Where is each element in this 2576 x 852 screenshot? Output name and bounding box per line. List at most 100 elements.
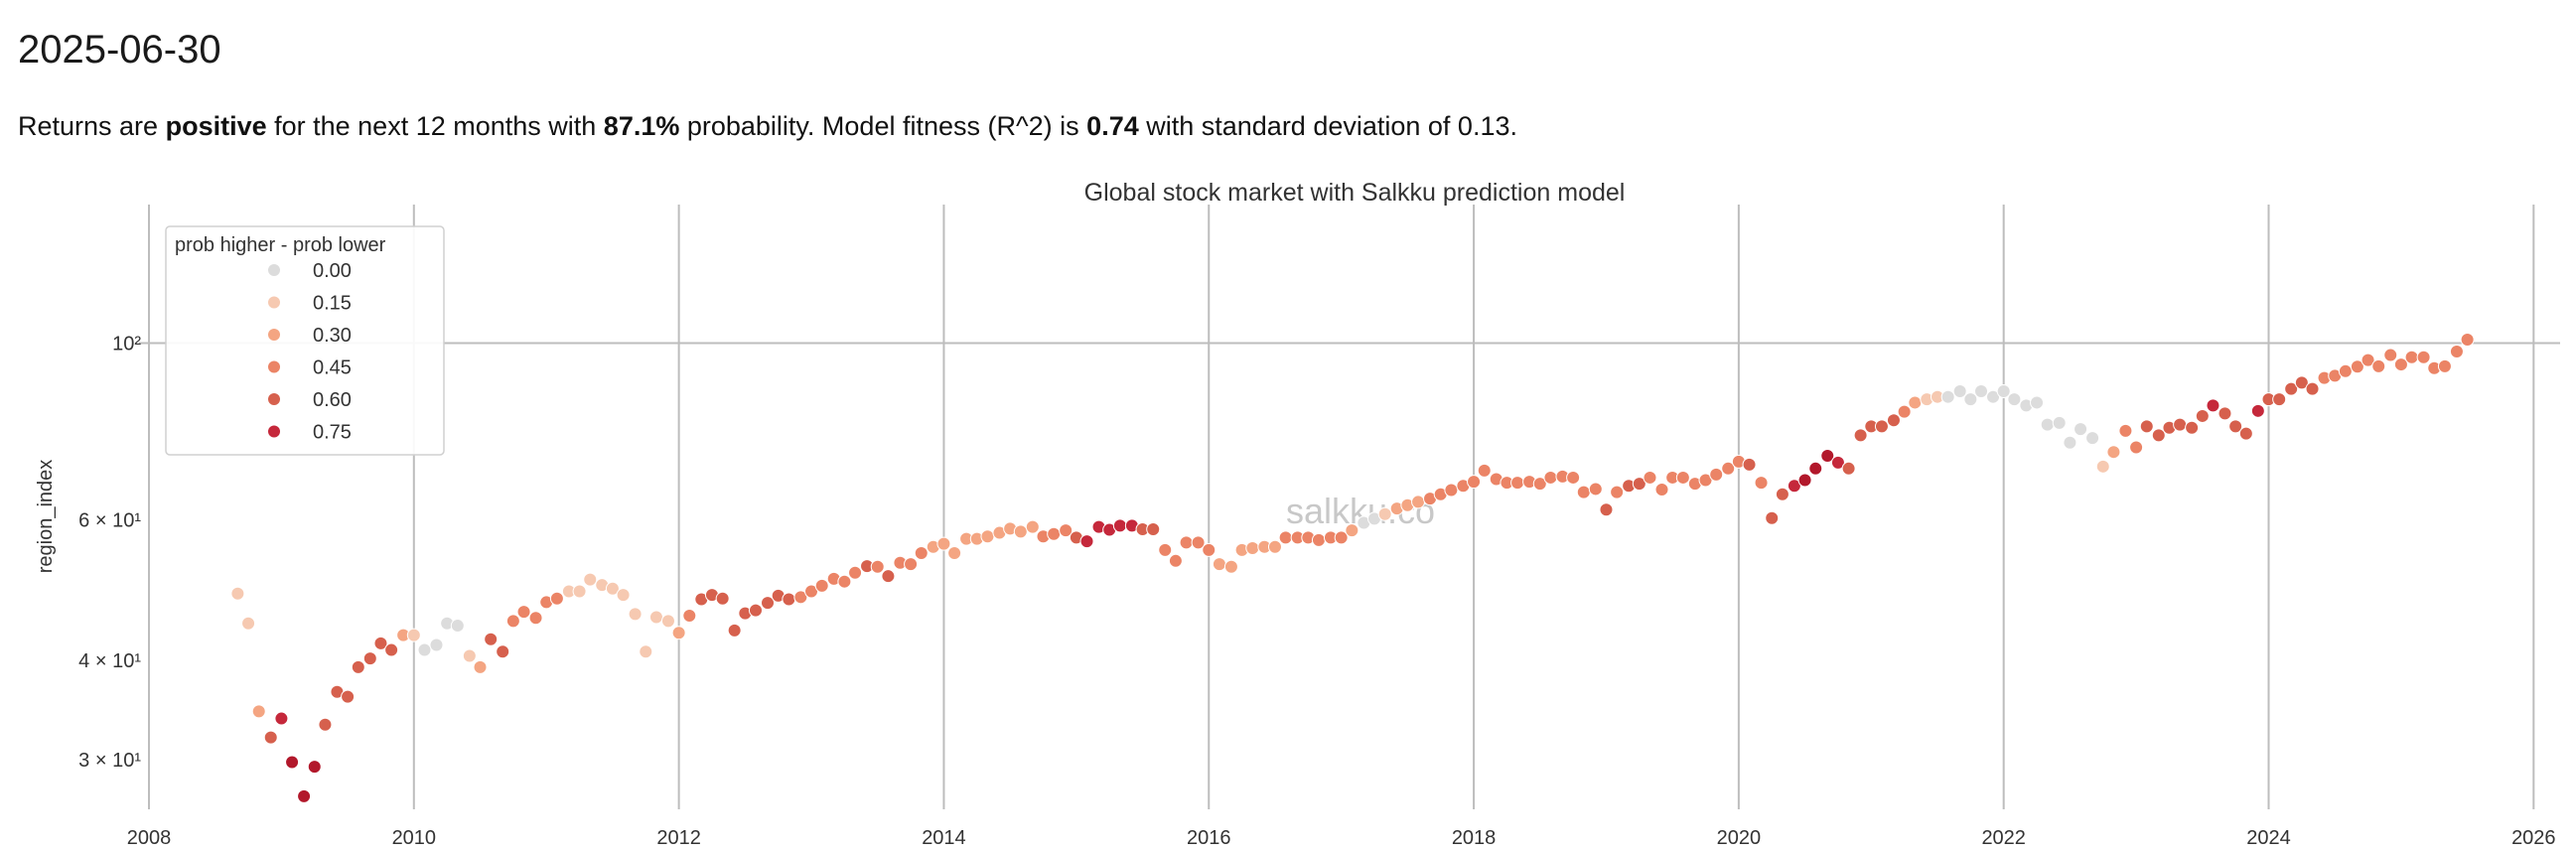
legend-label: 0.75 xyxy=(313,422,352,444)
data-point xyxy=(881,569,896,584)
data-point xyxy=(1543,470,1558,485)
data-point xyxy=(2030,395,2045,410)
data-point xyxy=(2118,423,2133,438)
data-point xyxy=(1212,557,1226,572)
legend-box xyxy=(165,225,445,456)
data-point xyxy=(2449,344,2464,358)
return-direction: positive xyxy=(165,111,267,141)
data-point xyxy=(782,592,796,607)
data-point xyxy=(373,636,388,650)
data-point xyxy=(1411,495,1426,509)
legend-marker xyxy=(268,329,280,341)
x-axis-ticks: 2008 2010 2012 2014 2016 2018 2020 2022 2024 2026 xyxy=(127,827,2556,849)
data-point xyxy=(406,628,421,642)
data-point xyxy=(1267,539,1282,554)
data-point xyxy=(2095,459,2110,474)
data-point xyxy=(2416,350,2431,364)
data-point xyxy=(1974,384,1989,399)
data-point xyxy=(2238,426,2253,441)
scatter-chart: salkku.co 2008 2010 2012 2014 2016 2018 2020 20… xyxy=(35,179,2560,849)
data-point xyxy=(341,689,356,704)
data-point xyxy=(1632,477,1646,492)
x-tick-label: 2018 xyxy=(1452,827,1497,849)
summary-text-1: Returns are xyxy=(18,111,166,141)
data-point xyxy=(660,614,675,629)
data-point xyxy=(1820,449,1835,464)
data-point xyxy=(1588,482,1603,497)
data-point xyxy=(914,546,929,561)
data-point xyxy=(1013,524,1028,539)
data-point xyxy=(2151,428,2166,443)
data-point xyxy=(2404,350,2419,364)
data-point xyxy=(251,704,266,719)
data-point xyxy=(1643,470,1657,485)
data-point xyxy=(1830,455,1845,470)
data-point xyxy=(429,638,444,652)
data-point xyxy=(1787,479,1801,494)
x-tick-label: 2020 xyxy=(1717,827,1762,849)
data-point xyxy=(351,659,365,674)
legend-label: 0.60 xyxy=(313,389,352,411)
data-point xyxy=(2206,398,2220,413)
data-point xyxy=(1808,461,1823,476)
data-point xyxy=(274,711,289,726)
legend-title: prob higher - prob lower xyxy=(175,234,386,256)
data-point xyxy=(2218,406,2232,421)
data-point xyxy=(1146,521,1161,536)
data-point xyxy=(2139,419,2154,434)
y-tick-label: 10² xyxy=(112,334,141,355)
data-point xyxy=(1797,473,1812,488)
data-point xyxy=(230,586,245,601)
data-point xyxy=(1334,530,1349,545)
data-point xyxy=(1345,523,1360,538)
data-point xyxy=(1047,526,1062,541)
data-point xyxy=(2250,403,2265,418)
report-date: 2025-06-30 xyxy=(18,28,221,71)
data-point xyxy=(1566,470,1581,485)
data-point xyxy=(2383,348,2398,362)
x-tick-label: 2014 xyxy=(922,827,966,849)
data-point xyxy=(583,572,598,587)
data-point xyxy=(947,546,962,561)
data-point xyxy=(1874,419,1889,434)
data-point xyxy=(1059,523,1073,538)
legend: prob higher - prob lower 0.00 0.15 0.30 0.4… xyxy=(165,225,445,456)
data-point xyxy=(1278,530,1293,545)
data-point xyxy=(1654,482,1669,497)
data-point xyxy=(2437,358,2452,373)
data-point xyxy=(727,623,742,638)
data-point xyxy=(2185,420,2200,435)
data-point xyxy=(1477,463,1492,478)
summary-text-4: with standard deviation of 0.13. xyxy=(1138,111,1517,141)
data-point xyxy=(549,591,564,606)
data-point xyxy=(2272,392,2287,407)
data-point xyxy=(1311,532,1326,547)
data-point xyxy=(749,603,764,618)
data-point xyxy=(1467,475,1482,490)
chart-title: Global stock market with Salkku predicti… xyxy=(1084,179,1626,207)
data-point xyxy=(2074,422,2088,437)
data-point xyxy=(1223,559,1238,574)
data-point xyxy=(1754,476,1769,491)
data-point xyxy=(1940,389,1955,404)
y-axis-ticks: 3 × 10¹ 4 × 10¹ 6 × 10¹ 10² xyxy=(78,334,141,773)
data-point xyxy=(516,605,531,620)
data-point xyxy=(2129,440,2144,455)
y-tick-label: 6 × 10¹ xyxy=(78,510,141,532)
data-point xyxy=(2063,435,2077,450)
data-point xyxy=(528,611,543,626)
data-point xyxy=(285,755,300,770)
x-tick-label: 2026 xyxy=(2511,827,2556,849)
data-point xyxy=(2195,408,2210,423)
data-point xyxy=(682,608,697,623)
data-point xyxy=(1709,467,1724,482)
data-point xyxy=(761,596,776,611)
data-point xyxy=(605,581,620,596)
data-point xyxy=(1191,535,1206,550)
data-point xyxy=(318,717,333,732)
legend-label: 0.30 xyxy=(313,325,352,347)
data-point xyxy=(1377,506,1392,521)
data-point xyxy=(2228,419,2243,434)
probability-value: 87.1% xyxy=(603,111,680,141)
data-point xyxy=(2284,381,2299,396)
